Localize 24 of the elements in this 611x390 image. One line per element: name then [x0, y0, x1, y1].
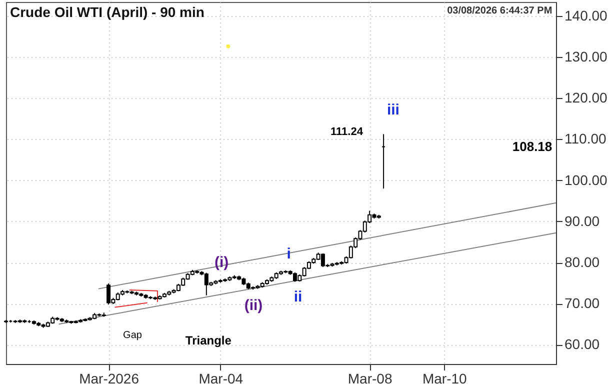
x-tick-label: Mar-10	[422, 370, 468, 386]
candlestick	[106, 282, 111, 305]
y-tick-label: 100.00	[564, 172, 608, 188]
annotation: iii	[386, 102, 400, 119]
y-tick-label: 120.00	[564, 90, 608, 106]
annotation: Gap	[123, 330, 142, 342]
y-tick-label: 140.00	[564, 7, 608, 24]
annotation: Triangle	[185, 333, 232, 348]
annotation: 108.18	[512, 139, 552, 154]
y-tick-label: 80.00	[564, 254, 600, 270]
x-tick-label: Mar-2026	[79, 370, 140, 386]
y-tick-label: 110.00	[564, 130, 606, 147]
annotation: i	[286, 245, 291, 262]
y-tick-label: 130.00	[564, 48, 608, 65]
y-tick-label: 90.00	[564, 212, 600, 229]
x-tick-label: Mar-04	[198, 370, 244, 386]
annotation: 111.24	[330, 126, 364, 138]
y-tick-label: 60.00	[564, 336, 600, 352]
annotation: (ii)	[244, 296, 263, 314]
x-tick-label: Mar-08	[348, 370, 392, 386]
y-tick-label: 70.00	[564, 295, 600, 312]
chart-title: Crude Oil WTI (April) - 90 min	[10, 4, 204, 20]
annotation: ii	[294, 288, 302, 306]
annotation: 03/08/2026 6:44:37 PM	[447, 5, 552, 16]
